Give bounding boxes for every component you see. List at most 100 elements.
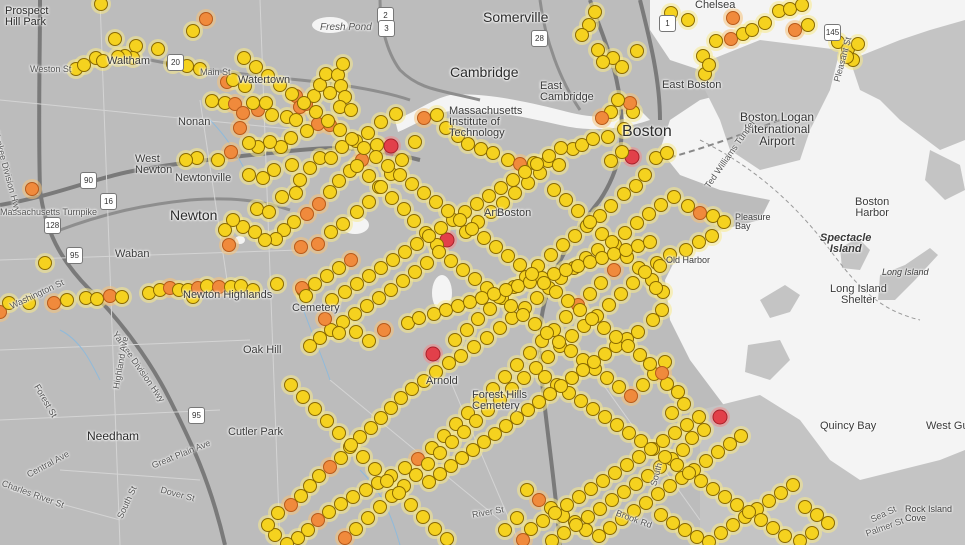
incident-marker[interactable] [681,13,695,27]
incident-marker[interactable] [569,518,583,532]
incident-marker[interactable] [595,111,609,125]
incident-marker[interactable] [655,366,669,380]
incident-marker[interactable] [702,535,716,545]
incident-marker[interactable] [361,511,375,525]
incident-marker[interactable] [681,199,695,213]
incident-marker[interactable] [318,312,332,326]
incident-marker[interactable] [496,196,510,210]
incident-marker[interactable] [591,43,605,57]
incident-marker[interactable] [788,23,802,37]
incident-marker[interactable] [456,263,470,277]
incident-marker[interactable] [576,363,590,377]
incident-marker[interactable] [565,371,579,385]
incident-marker[interactable] [422,229,436,243]
incident-marker[interactable] [697,423,711,437]
incident-marker[interactable] [632,450,646,464]
incident-marker[interactable] [151,42,165,56]
incident-marker[interactable] [655,303,669,317]
incident-marker[interactable] [667,190,681,204]
incident-marker[interactable] [356,450,370,464]
incident-marker[interactable] [656,434,670,448]
incident-marker[interactable] [248,225,262,239]
incident-marker[interactable] [545,534,559,545]
incident-marker[interactable] [498,523,512,537]
incident-marker[interactable] [678,523,692,537]
incident-marker[interactable] [805,526,819,540]
incident-marker[interactable] [559,193,573,207]
incident-marker[interactable] [380,474,394,488]
incident-marker[interactable] [481,403,495,417]
incident-marker[interactable] [508,186,522,200]
incident-marker[interactable] [547,183,561,197]
incident-marker[interactable] [619,243,633,257]
incident-marker[interactable] [629,477,643,491]
incident-marker[interactable] [630,44,644,58]
incident-marker[interactable] [303,479,317,493]
incident-marker[interactable] [493,393,507,407]
incident-marker[interactable] [308,402,322,416]
incident-marker[interactable] [0,305,7,319]
incident-marker[interactable] [362,334,376,348]
incident-marker[interactable] [718,490,732,504]
incident-marker[interactable] [270,277,284,291]
incident-marker[interactable] [642,207,656,221]
incident-marker[interactable] [323,460,337,474]
incident-marker[interactable] [693,206,707,220]
incident-marker[interactable] [308,277,322,291]
incident-marker[interactable] [524,522,538,536]
incident-marker[interactable] [334,451,348,465]
incident-marker[interactable] [238,79,252,93]
incident-marker[interactable] [407,214,421,228]
incident-marker[interactable] [294,240,308,254]
incident-marker[interactable] [466,443,480,457]
incident-marker[interactable] [602,298,616,312]
incident-marker[interactable] [630,216,644,230]
incident-marker[interactable] [294,489,308,503]
incident-marker[interactable] [498,370,512,384]
incident-marker[interactable] [334,497,348,511]
incident-marker[interactable] [521,403,535,417]
incident-marker[interactable] [552,158,566,172]
incident-marker[interactable] [702,58,716,72]
incident-marker[interactable] [273,78,287,92]
incident-marker[interactable] [383,138,399,154]
incident-marker[interactable] [585,312,599,326]
incident-marker[interactable] [786,478,800,492]
incident-marker[interactable] [762,494,776,508]
incident-marker[interactable] [600,371,614,385]
incident-marker[interactable] [300,124,314,138]
incident-marker[interactable] [108,32,122,46]
incident-marker[interactable] [362,169,376,183]
incident-marker[interactable] [623,96,637,110]
incident-marker[interactable] [525,267,539,281]
incident-marker[interactable] [409,468,423,482]
incident-marker[interactable] [469,414,483,428]
incident-marker[interactable] [470,197,484,211]
incident-marker[interactable] [364,421,378,435]
incident-marker[interactable] [617,187,631,201]
incident-marker[interactable] [398,461,412,475]
incident-marker[interactable] [284,498,298,512]
incident-marker[interactable] [374,115,388,129]
incident-marker[interactable] [425,346,441,362]
incident-marker[interactable] [605,235,619,249]
incident-marker[interactable] [344,103,358,117]
incident-marker[interactable] [313,78,327,92]
incident-marker[interactable] [338,285,352,299]
incident-marker[interactable] [477,231,491,245]
incident-marker[interactable] [666,516,680,530]
incident-marker[interactable] [638,265,652,279]
incident-marker[interactable] [511,279,525,293]
incident-marker[interactable] [344,253,358,267]
incident-marker[interactable] [706,482,720,496]
incident-marker[interactable] [360,299,374,313]
incident-marker[interactable] [439,303,453,317]
incident-marker[interactable] [359,483,373,497]
incident-marker[interactable] [506,173,520,187]
incident-marker[interactable] [486,382,500,396]
incident-marker[interactable] [323,185,337,199]
incident-marker[interactable] [510,411,524,425]
incident-marker[interactable] [554,141,568,155]
incident-marker[interactable] [311,513,325,527]
incident-marker[interactable] [433,446,447,460]
